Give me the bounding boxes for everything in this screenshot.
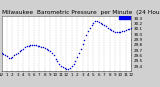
Point xyxy=(69,67,71,68)
Point xyxy=(116,31,118,33)
Point xyxy=(103,24,105,25)
Point xyxy=(71,65,73,67)
Point xyxy=(61,66,64,68)
Point xyxy=(92,22,95,23)
Point xyxy=(54,58,57,59)
Point xyxy=(98,21,100,23)
Point xyxy=(31,44,33,46)
Point xyxy=(74,60,77,61)
Point xyxy=(29,45,32,46)
Point xyxy=(99,22,102,23)
Point xyxy=(110,29,113,31)
Point xyxy=(16,52,19,54)
Point xyxy=(85,35,88,36)
Bar xyxy=(120,16,131,19)
Point xyxy=(81,44,84,45)
Point xyxy=(9,57,12,59)
Point xyxy=(40,46,43,48)
Point xyxy=(108,28,111,30)
Point xyxy=(6,56,8,57)
Point xyxy=(2,54,5,55)
Point xyxy=(26,46,28,47)
Point xyxy=(36,45,39,47)
Point xyxy=(78,52,80,54)
Point xyxy=(65,69,68,70)
Point xyxy=(11,56,14,58)
Point xyxy=(112,30,115,32)
Point xyxy=(15,53,17,55)
Point xyxy=(60,65,62,66)
Point xyxy=(4,55,6,56)
Point xyxy=(80,48,82,49)
Point xyxy=(72,63,75,65)
Point xyxy=(56,61,59,62)
Point xyxy=(38,46,41,47)
Point xyxy=(123,30,125,31)
Point xyxy=(90,24,93,25)
Point xyxy=(44,47,46,49)
Point xyxy=(18,50,21,52)
Point xyxy=(22,48,24,50)
Point xyxy=(128,28,131,30)
Point xyxy=(52,55,55,56)
Point xyxy=(114,31,116,32)
Point xyxy=(105,26,107,27)
Point xyxy=(88,27,91,29)
Point xyxy=(47,49,50,50)
Point xyxy=(24,47,26,48)
Point xyxy=(117,31,120,33)
Point xyxy=(27,45,30,47)
Point xyxy=(76,56,78,58)
Point xyxy=(45,48,48,49)
Point xyxy=(8,57,10,58)
Point xyxy=(124,29,127,31)
Point xyxy=(20,49,23,51)
Point xyxy=(33,44,35,46)
Point xyxy=(119,31,122,32)
Point xyxy=(94,21,96,22)
Point xyxy=(58,63,60,65)
Point xyxy=(121,30,124,32)
Point xyxy=(42,47,44,48)
Point xyxy=(126,29,129,30)
Text: Milwaukee  Barometric Pressure  per Minute  (24 Hours): Milwaukee Barometric Pressure per Minute… xyxy=(2,10,160,15)
Point xyxy=(87,30,89,32)
Point xyxy=(130,28,132,29)
Point xyxy=(63,67,66,69)
Point xyxy=(107,27,109,29)
Point xyxy=(0,52,3,54)
Point xyxy=(101,23,104,24)
Point xyxy=(35,45,37,46)
Point xyxy=(96,21,98,22)
Point xyxy=(13,55,16,56)
Point xyxy=(49,50,52,51)
Point xyxy=(51,52,53,54)
Point xyxy=(83,39,86,40)
Point xyxy=(67,68,69,69)
